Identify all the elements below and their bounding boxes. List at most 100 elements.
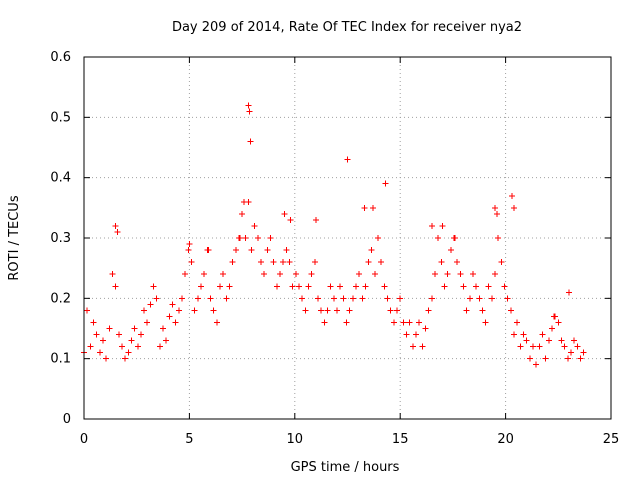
- data-point: [476, 295, 483, 302]
- data-point: [264, 247, 271, 254]
- data-point: [469, 271, 476, 278]
- data-point: [533, 361, 540, 368]
- data-point: [485, 283, 492, 290]
- data-point: [245, 102, 252, 109]
- data-point: [384, 295, 391, 302]
- data-point: [84, 307, 91, 314]
- data-point: [368, 247, 375, 254]
- data-point: [286, 259, 293, 266]
- data-point: [321, 319, 328, 326]
- y-tick-label: 0.3: [50, 231, 71, 246]
- x-tick-labels: 0 5 10 15 20 25: [80, 432, 619, 447]
- data-point: [431, 271, 438, 278]
- data-point: [378, 259, 385, 266]
- data-point: [205, 247, 212, 254]
- data-point: [131, 325, 138, 332]
- data-point: [106, 325, 113, 332]
- data-point: [112, 222, 119, 229]
- data-point: [371, 271, 378, 278]
- data-point: [134, 343, 141, 350]
- x-tick-label: 10: [287, 432, 304, 447]
- data-point: [163, 337, 170, 344]
- data-point: [248, 247, 255, 254]
- data-point: [216, 283, 223, 290]
- data-point: [577, 355, 584, 362]
- data-point: [390, 319, 397, 326]
- data-point: [387, 307, 394, 314]
- data-point: [220, 271, 227, 278]
- data-point: [267, 235, 274, 241]
- x-tick-label: 15: [392, 432, 409, 447]
- y-tick-label: 0.4: [50, 171, 71, 186]
- data-point: [185, 247, 192, 254]
- data-point: [352, 283, 359, 290]
- data-point: [565, 289, 572, 296]
- data-point: [523, 337, 530, 344]
- data-point: [441, 283, 448, 290]
- y-axis-label: ROTI / TECUs: [7, 195, 22, 280]
- data-point: [507, 307, 514, 314]
- data-point: [226, 283, 233, 290]
- data-point: [508, 192, 515, 199]
- data-point: [488, 295, 495, 302]
- data-point: [261, 271, 268, 278]
- data-point: [210, 307, 217, 314]
- data-point: [542, 355, 549, 362]
- data-point: [479, 307, 486, 314]
- data-point: [551, 313, 558, 320]
- x-axis-label: GPS time / hours: [291, 460, 400, 475]
- data-point: [115, 331, 122, 338]
- data-point: [109, 271, 116, 278]
- data-point: [213, 319, 220, 326]
- data-point: [463, 307, 470, 314]
- data-point: [150, 283, 157, 290]
- data-point: [539, 331, 546, 338]
- data-point: [242, 235, 249, 241]
- data-point: [444, 271, 451, 278]
- x-tick-label: 25: [603, 432, 620, 447]
- data-point: [416, 319, 423, 326]
- data-point: [457, 271, 464, 278]
- data-point: [406, 319, 413, 326]
- data-point: [526, 355, 533, 362]
- data-point: [337, 283, 344, 290]
- data-point: [191, 307, 198, 314]
- data-point: [239, 210, 246, 217]
- data-point: [346, 307, 353, 314]
- data-point: [324, 307, 331, 314]
- y-tick-label: 0: [63, 412, 71, 427]
- data-point: [344, 156, 351, 163]
- data-point: [223, 295, 230, 302]
- data-point: [254, 235, 261, 241]
- data-point: [312, 216, 319, 223]
- data-point: [281, 210, 288, 217]
- plot-frame: [83, 56, 612, 420]
- y-tick-label: 0.2: [50, 291, 71, 306]
- data-point: [175, 307, 182, 314]
- data-point: [400, 319, 407, 326]
- data-point: [425, 307, 432, 314]
- data-point: [520, 331, 527, 338]
- data-point: [333, 307, 340, 314]
- data-point: [511, 204, 518, 211]
- data-point: [229, 259, 236, 266]
- data-point: [381, 283, 388, 290]
- data-point: [564, 355, 571, 362]
- data-point: [156, 343, 163, 350]
- data-point: [277, 271, 284, 278]
- data-point: [356, 271, 363, 278]
- data-point: [375, 235, 382, 241]
- data-point: [188, 259, 195, 266]
- data-point: [548, 325, 555, 332]
- data-point: [172, 319, 179, 326]
- data-point: [567, 349, 574, 356]
- data-point: [340, 295, 347, 302]
- data-point: [144, 319, 151, 326]
- data-point: [296, 283, 303, 290]
- data-point: [466, 295, 473, 302]
- data-point: [494, 210, 501, 217]
- data-point: [403, 331, 410, 338]
- data-point: [118, 343, 125, 350]
- data-point: [447, 247, 454, 254]
